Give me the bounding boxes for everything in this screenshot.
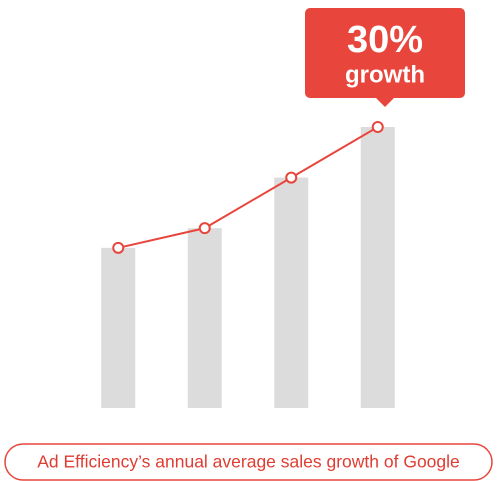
bar [101,247,136,408]
trend-point [112,241,125,254]
bar [360,127,395,408]
trend-point [198,222,211,235]
trend-point [285,171,298,184]
plot [101,121,395,408]
trend-line [118,126,379,249]
bar [274,177,309,408]
callout-value: 30% [347,19,423,61]
callout-pointer [375,97,395,107]
trend-point [371,121,384,133]
callout: 30% growth [305,8,465,107]
caption-box [4,443,493,481]
callout-box [305,8,465,98]
callout-text: growth [345,61,425,88]
bar [187,228,222,408]
caption: Ad Efficiency’s annual average sales gro… [37,452,460,472]
